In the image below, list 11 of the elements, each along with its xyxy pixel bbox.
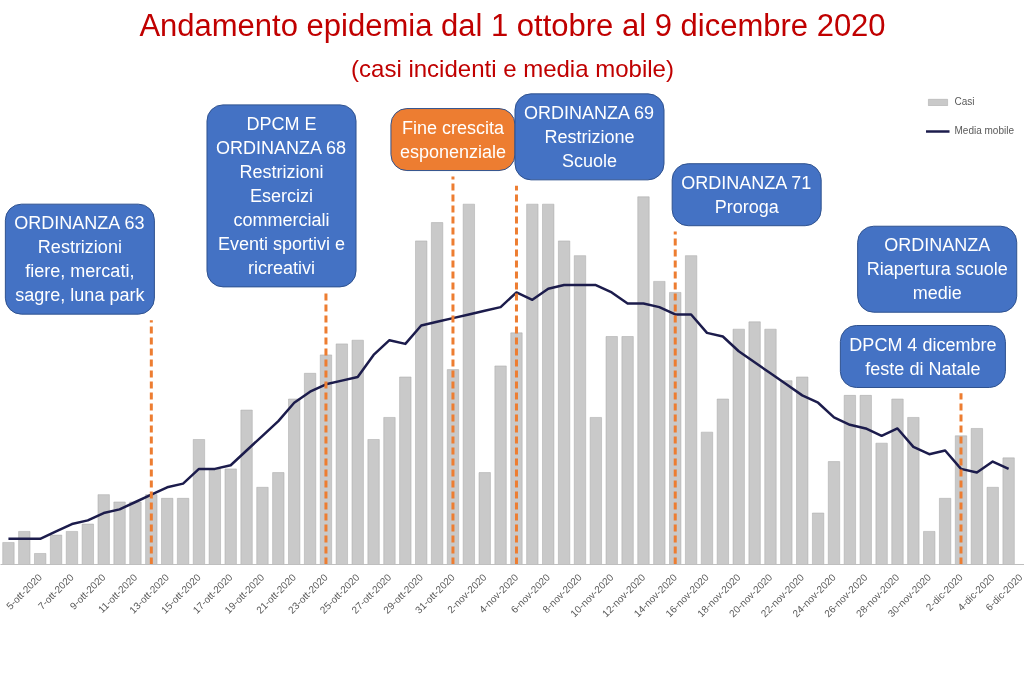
chart-subtitle: (casi incidenti e media mobile) [351,54,674,82]
ref-line-label: Fine crescita esponenziale [399,117,507,162]
chart-title: Andamento epidemia dal 1 ottobre al 9 dicembre 2020 [139,7,886,43]
ref-line-label: DPCM E ORDINANZA 68 Restrizioni Esercizi commerciali Eventi sportivi e ricreativi [215,113,347,278]
annotation: ORDINANZA Riapertura scuole medie [866,235,1008,304]
legend-label: Media mobile [954,125,1014,136]
legend-label: Casi [954,96,975,107]
ref-line-label: DPCM 4 dicembre feste di Natale [849,334,997,379]
ref-line-label: ORDINANZA 63 Restrizioni fiere, mercati, sagre, luna park [14,213,146,306]
ref-line-label: ORDINANZA 69 Restrizione Scuole [523,102,655,171]
ref-line-label: ORDINANZA 71 Proroga [681,172,812,217]
